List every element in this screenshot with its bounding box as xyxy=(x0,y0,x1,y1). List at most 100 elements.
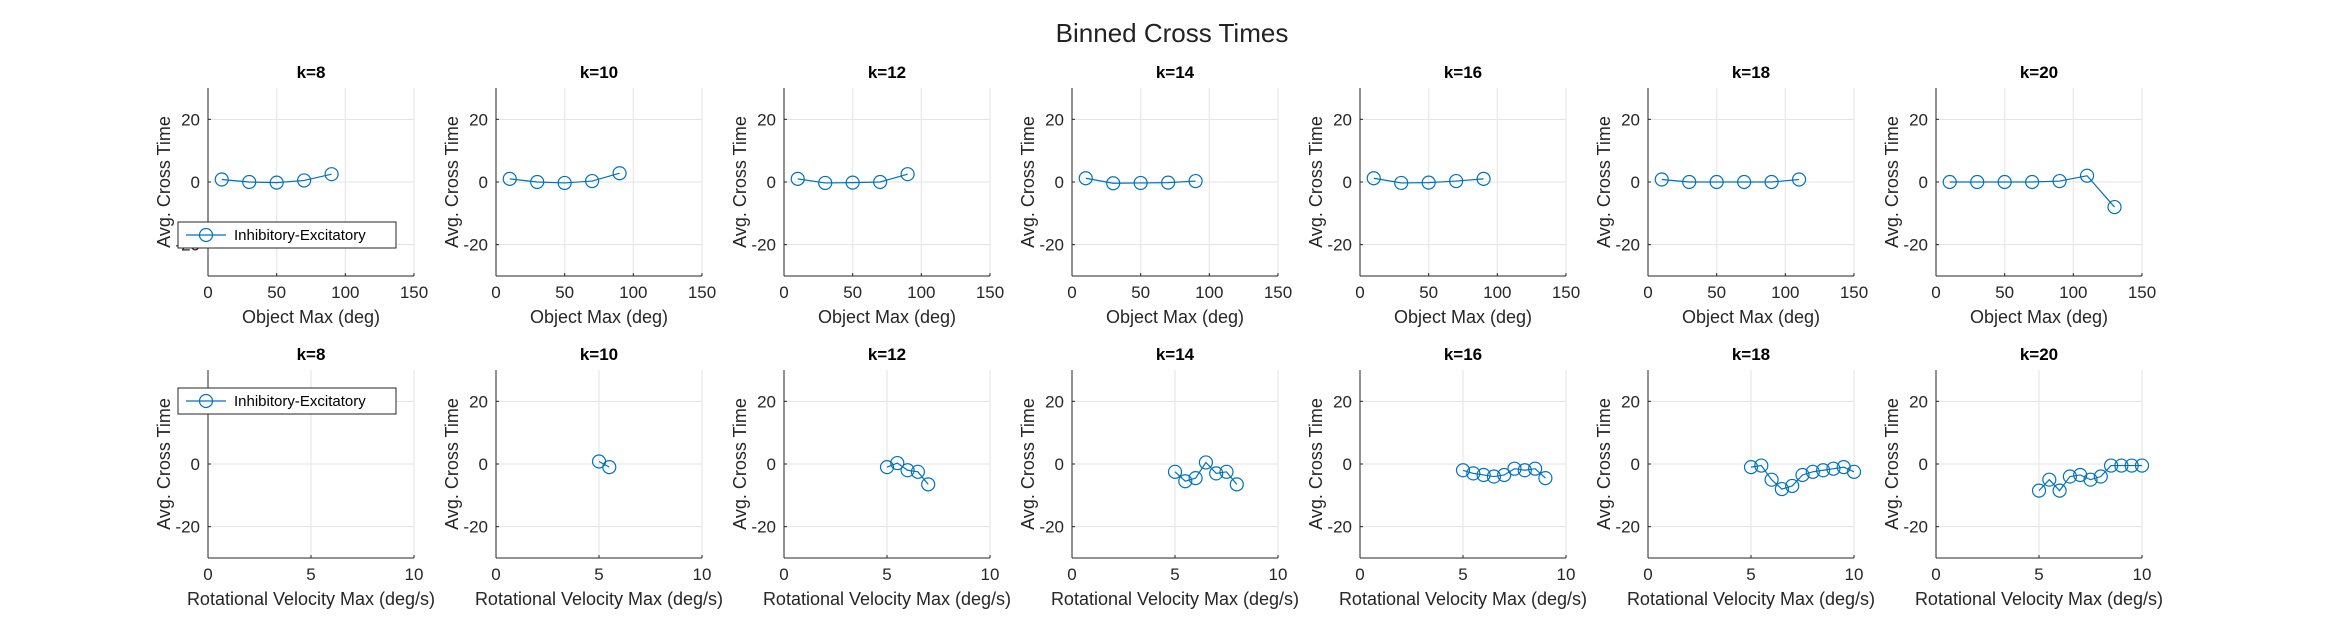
data-point xyxy=(1421,175,1436,190)
y-tick-label: 0 xyxy=(191,173,200,192)
x-axis-label: Object Max (deg) xyxy=(1682,307,1820,327)
data-point xyxy=(297,173,312,188)
data-point xyxy=(921,477,936,492)
data-point xyxy=(790,171,805,186)
data-point xyxy=(2107,199,2122,215)
series-line xyxy=(1085,177,1196,184)
data-point xyxy=(1743,460,1759,475)
x-tick-label: 10 xyxy=(405,565,424,584)
data-point xyxy=(2134,458,2150,473)
legend: Inhibitory-Excitatory xyxy=(177,221,397,249)
y-tick-label: 0 xyxy=(767,173,776,192)
subplot-title: k=8 xyxy=(297,63,326,82)
x-tick-label: 50 xyxy=(555,283,574,302)
y-axis-label: Avg. Cross Time xyxy=(1882,116,1902,248)
legend-marker xyxy=(198,393,214,409)
data-point xyxy=(585,173,600,189)
y-tick-label: 0 xyxy=(1055,173,1064,192)
legend-label: Inhibitory-Excitatory xyxy=(234,393,366,410)
data-point xyxy=(1466,466,1481,481)
data-point xyxy=(1198,455,1214,470)
y-tick-label: 20 xyxy=(1621,110,1640,129)
data-point xyxy=(1476,467,1491,483)
y-tick-label: 20 xyxy=(757,392,776,411)
y-tick-label: 20 xyxy=(1909,392,1928,411)
subplot: 0 5 10 -20 0 20 k=16 Rotational Velocity Max (d… xyxy=(1306,345,1587,609)
subplot: 0 50 100 150 -20 0 20 k=14 Object Max (deg) Avg. … xyxy=(1018,63,1292,327)
y-axis-label: Avg. Cross Time xyxy=(1594,398,1614,530)
data-point xyxy=(1942,174,1957,190)
data-point xyxy=(1229,477,1244,492)
y-axis-label: Avg. Cross Time xyxy=(1018,116,1038,248)
data-point xyxy=(1654,172,1669,187)
x-tick-label: 10 xyxy=(693,565,712,584)
data-point xyxy=(1497,467,1512,483)
data-point xyxy=(214,172,229,187)
figure-title: Binned Cross Times xyxy=(1055,18,1289,48)
data-point xyxy=(1805,464,1820,479)
data-point xyxy=(1764,472,1779,487)
x-tick-label: 100 xyxy=(907,283,935,302)
y-tick-label: 0 xyxy=(1631,455,1640,474)
series-line xyxy=(221,173,332,184)
y-tick-label: 0 xyxy=(1919,173,1928,192)
subplot-title: k=18 xyxy=(1732,345,1770,364)
subplot-title: k=10 xyxy=(580,63,618,82)
y-tick-label: 0 xyxy=(479,455,488,474)
data-point xyxy=(2093,469,2108,484)
subplot-title: k=12 xyxy=(868,63,906,82)
y-tick-label: -20 xyxy=(1039,236,1064,255)
data-point xyxy=(1167,464,1183,479)
data-point xyxy=(2079,168,2095,183)
x-tick-label: 100 xyxy=(331,283,359,302)
x-axis-label: Object Max (deg) xyxy=(530,307,668,327)
x-tick-label: 0 xyxy=(1931,283,1940,302)
y-tick-label: -20 xyxy=(751,236,776,255)
y-axis-label: Avg. Cross Time xyxy=(154,398,174,530)
y-tick-label: 20 xyxy=(757,110,776,129)
data-point xyxy=(2052,173,2067,189)
x-tick-label: 5 xyxy=(1746,565,1755,584)
y-tick-label: 20 xyxy=(1333,110,1352,129)
subplot: 0 50 100 150 -20 0 20 k=18 Object Max (deg) Avg. … xyxy=(1594,63,1868,327)
data-point xyxy=(1970,174,1985,190)
x-tick-label: 150 xyxy=(976,283,1004,302)
x-tick-label: 150 xyxy=(2128,283,2156,302)
data-point xyxy=(1219,464,1234,479)
x-tick-label: 5 xyxy=(2034,565,2043,584)
y-tick-label: -20 xyxy=(1039,518,1064,537)
data-point xyxy=(502,171,517,186)
subplot-title: k=16 xyxy=(1444,345,1482,364)
data-point xyxy=(2124,458,2139,473)
subplot: 0 5 10 -20 0 20 k=20 Rotational Velocity Max (d… xyxy=(1882,345,2163,609)
data-point xyxy=(1178,474,1193,489)
data-point xyxy=(1394,175,1409,191)
subplot-title: k=12 xyxy=(868,345,906,364)
data-point xyxy=(910,464,926,479)
y-tick-label: -20 xyxy=(1327,236,1352,255)
y-tick-label: 20 xyxy=(1333,392,1352,411)
x-tick-label: 0 xyxy=(779,565,788,584)
data-point xyxy=(1133,175,1148,191)
data-point xyxy=(873,174,888,190)
data-point xyxy=(2025,174,2040,190)
subplot: 0 50 100 150 -20 0 20 k=20 Object Max (deg) Avg. … xyxy=(1882,63,2156,327)
x-tick-label: 50 xyxy=(1995,283,2014,302)
data-point xyxy=(324,167,339,182)
y-tick-label: 20 xyxy=(469,392,488,411)
x-axis-label: Rotational Velocity Max (deg/s) xyxy=(475,589,723,609)
subplot-title: k=20 xyxy=(2020,63,2058,82)
x-tick-label: 0 xyxy=(1067,565,1076,584)
y-tick-label: -20 xyxy=(1903,518,1928,537)
x-tick-label: 10 xyxy=(1845,565,1864,584)
x-tick-label: 100 xyxy=(1771,283,1799,302)
data-point xyxy=(2083,472,2098,487)
x-axis-label: Rotational Velocity Max (deg/s) xyxy=(763,589,1011,609)
subplot-title: k=8 xyxy=(297,345,326,364)
data-point xyxy=(2031,483,2047,498)
data-point xyxy=(2104,458,2119,473)
data-point xyxy=(890,455,905,471)
data-point xyxy=(1815,463,1831,478)
